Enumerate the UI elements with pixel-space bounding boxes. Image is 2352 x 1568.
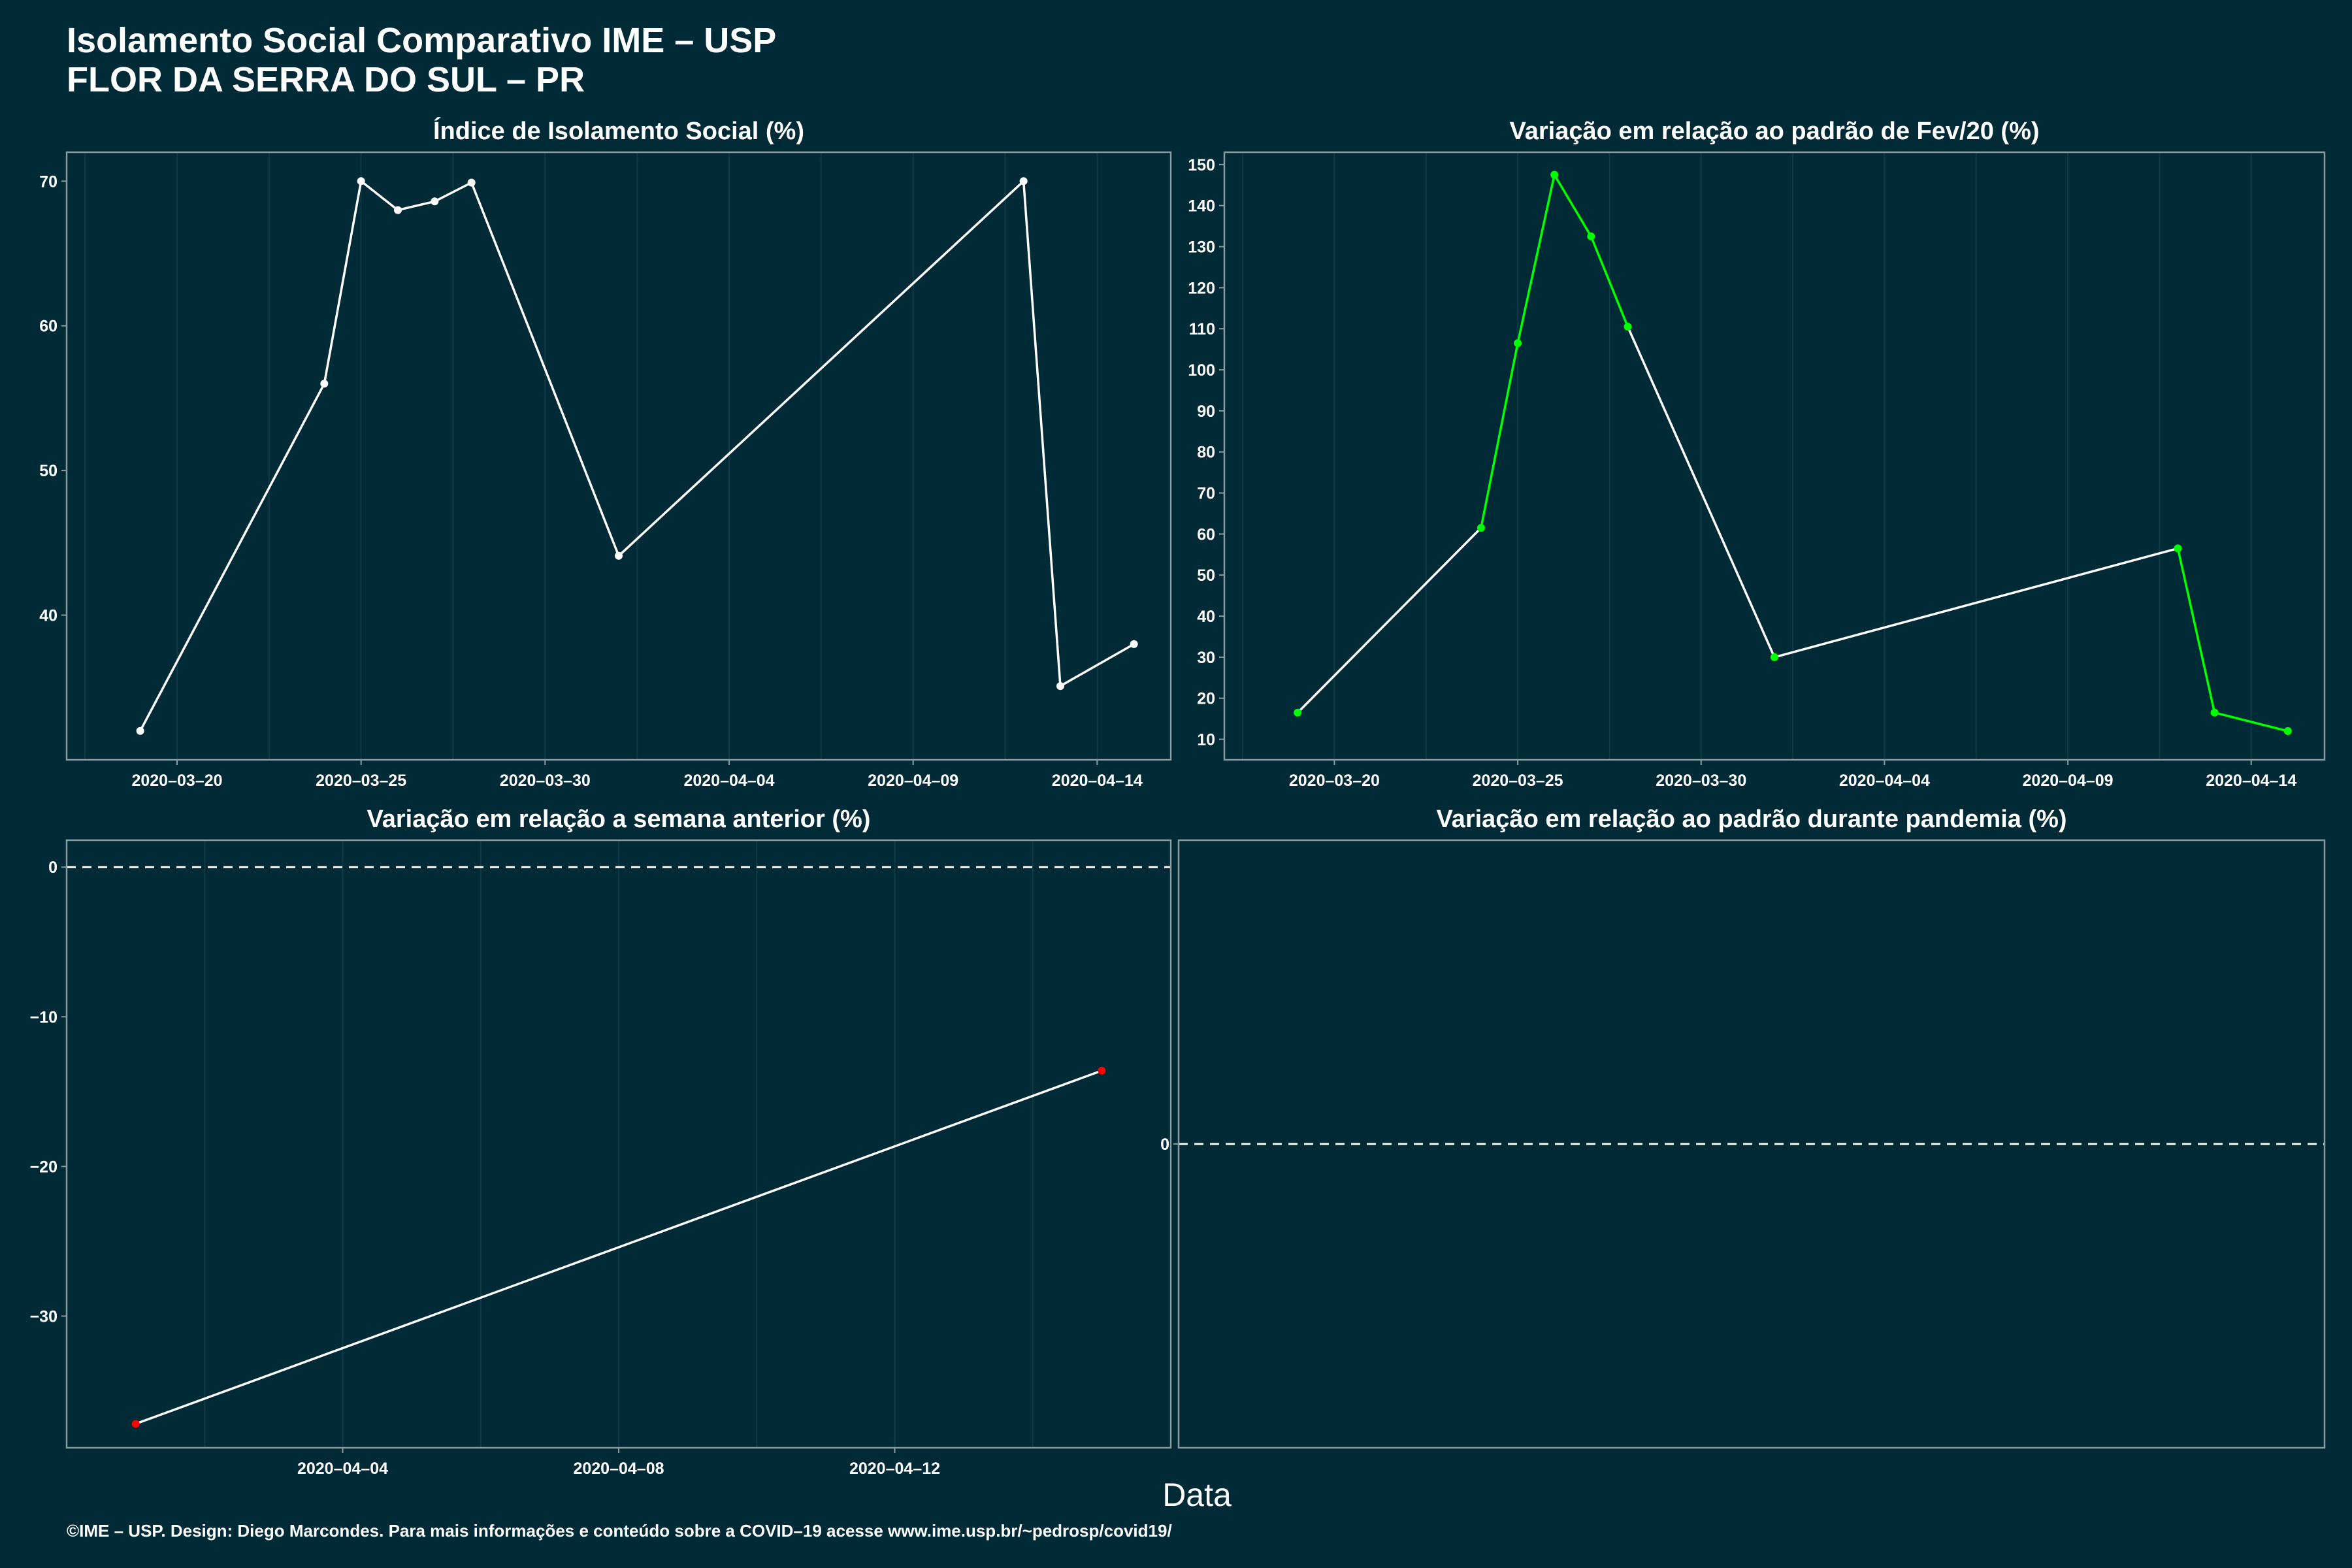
x-tick-label: 2020–04–04 <box>683 772 774 790</box>
panel-title: Índice de Isolamento Social (%) <box>433 116 804 145</box>
series-line-segment <box>470 182 620 557</box>
panel-frame <box>65 151 1172 761</box>
data-point <box>1098 1066 1106 1075</box>
data-point <box>467 178 476 187</box>
footer-caption: ©IME – USP. Design: Diego Marcondes. Par… <box>67 1521 1172 1541</box>
data-point <box>1624 323 1632 331</box>
x-tick-label: 2020–03–20 <box>1289 772 1380 790</box>
x-tick-label: 2020–03–25 <box>316 772 406 790</box>
y-tick-label: 0 <box>48 858 57 877</box>
data-point <box>394 206 402 214</box>
data-point <box>131 1420 140 1428</box>
data-point <box>615 551 623 560</box>
y-tick-label: −30 <box>30 1307 57 1326</box>
series-line-segment <box>135 1070 1102 1425</box>
series-line-segment <box>397 200 435 212</box>
x-tick-label: 2020–04–12 <box>849 1460 940 1478</box>
x-tick-label: 2020–04–09 <box>2023 772 2114 790</box>
panel-isolation-index: Índice de Isolamento Social (%) 40 50 60 70 2… <box>39 116 1172 790</box>
y-tick-label: 50 <box>39 462 57 480</box>
figure-title-line2: FLOR DA SERRA DO SUL – PR <box>67 60 585 99</box>
y-tick-label: 70 <box>1197 485 1215 503</box>
y-tick-label: 30 <box>1197 649 1215 667</box>
y-tick-label: 140 <box>1188 197 1215 216</box>
panel-title: Variação em relação ao padrão durante pa… <box>1436 806 2066 833</box>
y-tick-label: 120 <box>1188 279 1215 297</box>
y-tick-label: 20 <box>1197 690 1215 708</box>
data-point <box>2283 727 2292 736</box>
y-tick-label: 40 <box>39 607 57 625</box>
y-tick-label: 50 <box>1197 566 1215 585</box>
series-line-segment <box>1590 236 1629 327</box>
y-tick-label: 90 <box>1197 402 1215 421</box>
panel-variation-previous-week: Variação em relação a semana anterior (%… <box>30 806 1172 1478</box>
y-tick-label: 110 <box>1189 320 1215 338</box>
panel-title: Variação em relação ao padrão de Fev/20 … <box>1509 118 2039 145</box>
x-tick-label: 2020–03–25 <box>1473 772 1563 790</box>
y-tick-label: 60 <box>1197 525 1215 544</box>
data-point <box>357 177 365 186</box>
y-tick-label: 0 <box>1160 1135 1169 1154</box>
data-point <box>2174 544 2182 553</box>
data-point <box>1514 339 1522 348</box>
y-tick-label: 150 <box>1188 156 1215 174</box>
series-line-segment <box>139 383 325 732</box>
data-point <box>320 380 329 388</box>
figure-title-line1: Isolamento Social Comparativo IME – USP <box>67 21 776 60</box>
series-line-segment <box>1516 174 1556 344</box>
y-tick-label: 60 <box>39 318 57 336</box>
data-point <box>1771 653 1778 661</box>
y-tick-label: 80 <box>1197 444 1215 462</box>
series-line-segment <box>434 181 472 203</box>
series-line-segment <box>360 180 399 211</box>
series-line-segment <box>1480 342 1519 529</box>
x-tick-label: 2020–03–30 <box>500 772 591 790</box>
data-point <box>1477 523 1485 532</box>
x-tick-label: 2020–04–09 <box>868 772 958 790</box>
series-line-segment <box>1626 326 1776 658</box>
data-point <box>2210 708 2219 717</box>
panel-frame <box>1223 151 2326 761</box>
series-line-segment <box>2214 711 2289 732</box>
x-tick-label: 2020–04–14 <box>1052 772 1143 790</box>
series-line-segment <box>1022 181 1062 687</box>
data-point <box>431 197 439 206</box>
series-line-segment <box>1553 174 1592 237</box>
y-tick-label: 130 <box>1188 238 1215 257</box>
series-line-segment <box>1774 547 2178 659</box>
x-tick-label: 2020–04–08 <box>573 1460 664 1478</box>
series-line-segment <box>1297 527 1482 713</box>
series-line-segment <box>617 180 1024 557</box>
series-line-segment <box>2176 548 2216 713</box>
panel-title: Variação em relação a semana anterior (%… <box>367 806 871 833</box>
y-tick-label: 100 <box>1188 361 1215 380</box>
data-point <box>1019 177 1028 186</box>
y-tick-label: −10 <box>30 1008 57 1026</box>
y-tick-label: 10 <box>1197 731 1215 749</box>
data-point <box>136 727 144 735</box>
data-point <box>1294 708 1302 717</box>
x-tick-label: 2020–04–04 <box>297 1460 388 1478</box>
data-point <box>1550 171 1559 179</box>
x-tick-label: 2020–04–14 <box>2206 772 2296 790</box>
series-line-segment <box>323 180 363 384</box>
x-axis-title: Data <box>1162 1477 1232 1513</box>
x-tick-label: 2020–03–20 <box>131 772 222 790</box>
panel-variation-feb: Variação em relação ao padrão de Fev/20 … <box>1188 118 2326 790</box>
panel-variation-pandemic: Variação em relação ao padrão durante pa… <box>1160 806 2326 1449</box>
data-point <box>1056 682 1064 691</box>
data-point <box>1130 640 1138 648</box>
data-point <box>1587 232 1595 240</box>
y-tick-label: 70 <box>39 172 57 191</box>
series-line-segment <box>1060 643 1135 687</box>
x-tick-label: 2020–03–30 <box>1656 772 1746 790</box>
x-tick-label: 2020–04–04 <box>1839 772 1930 790</box>
y-tick-label: 40 <box>1197 608 1215 626</box>
y-tick-label: −20 <box>30 1158 57 1176</box>
